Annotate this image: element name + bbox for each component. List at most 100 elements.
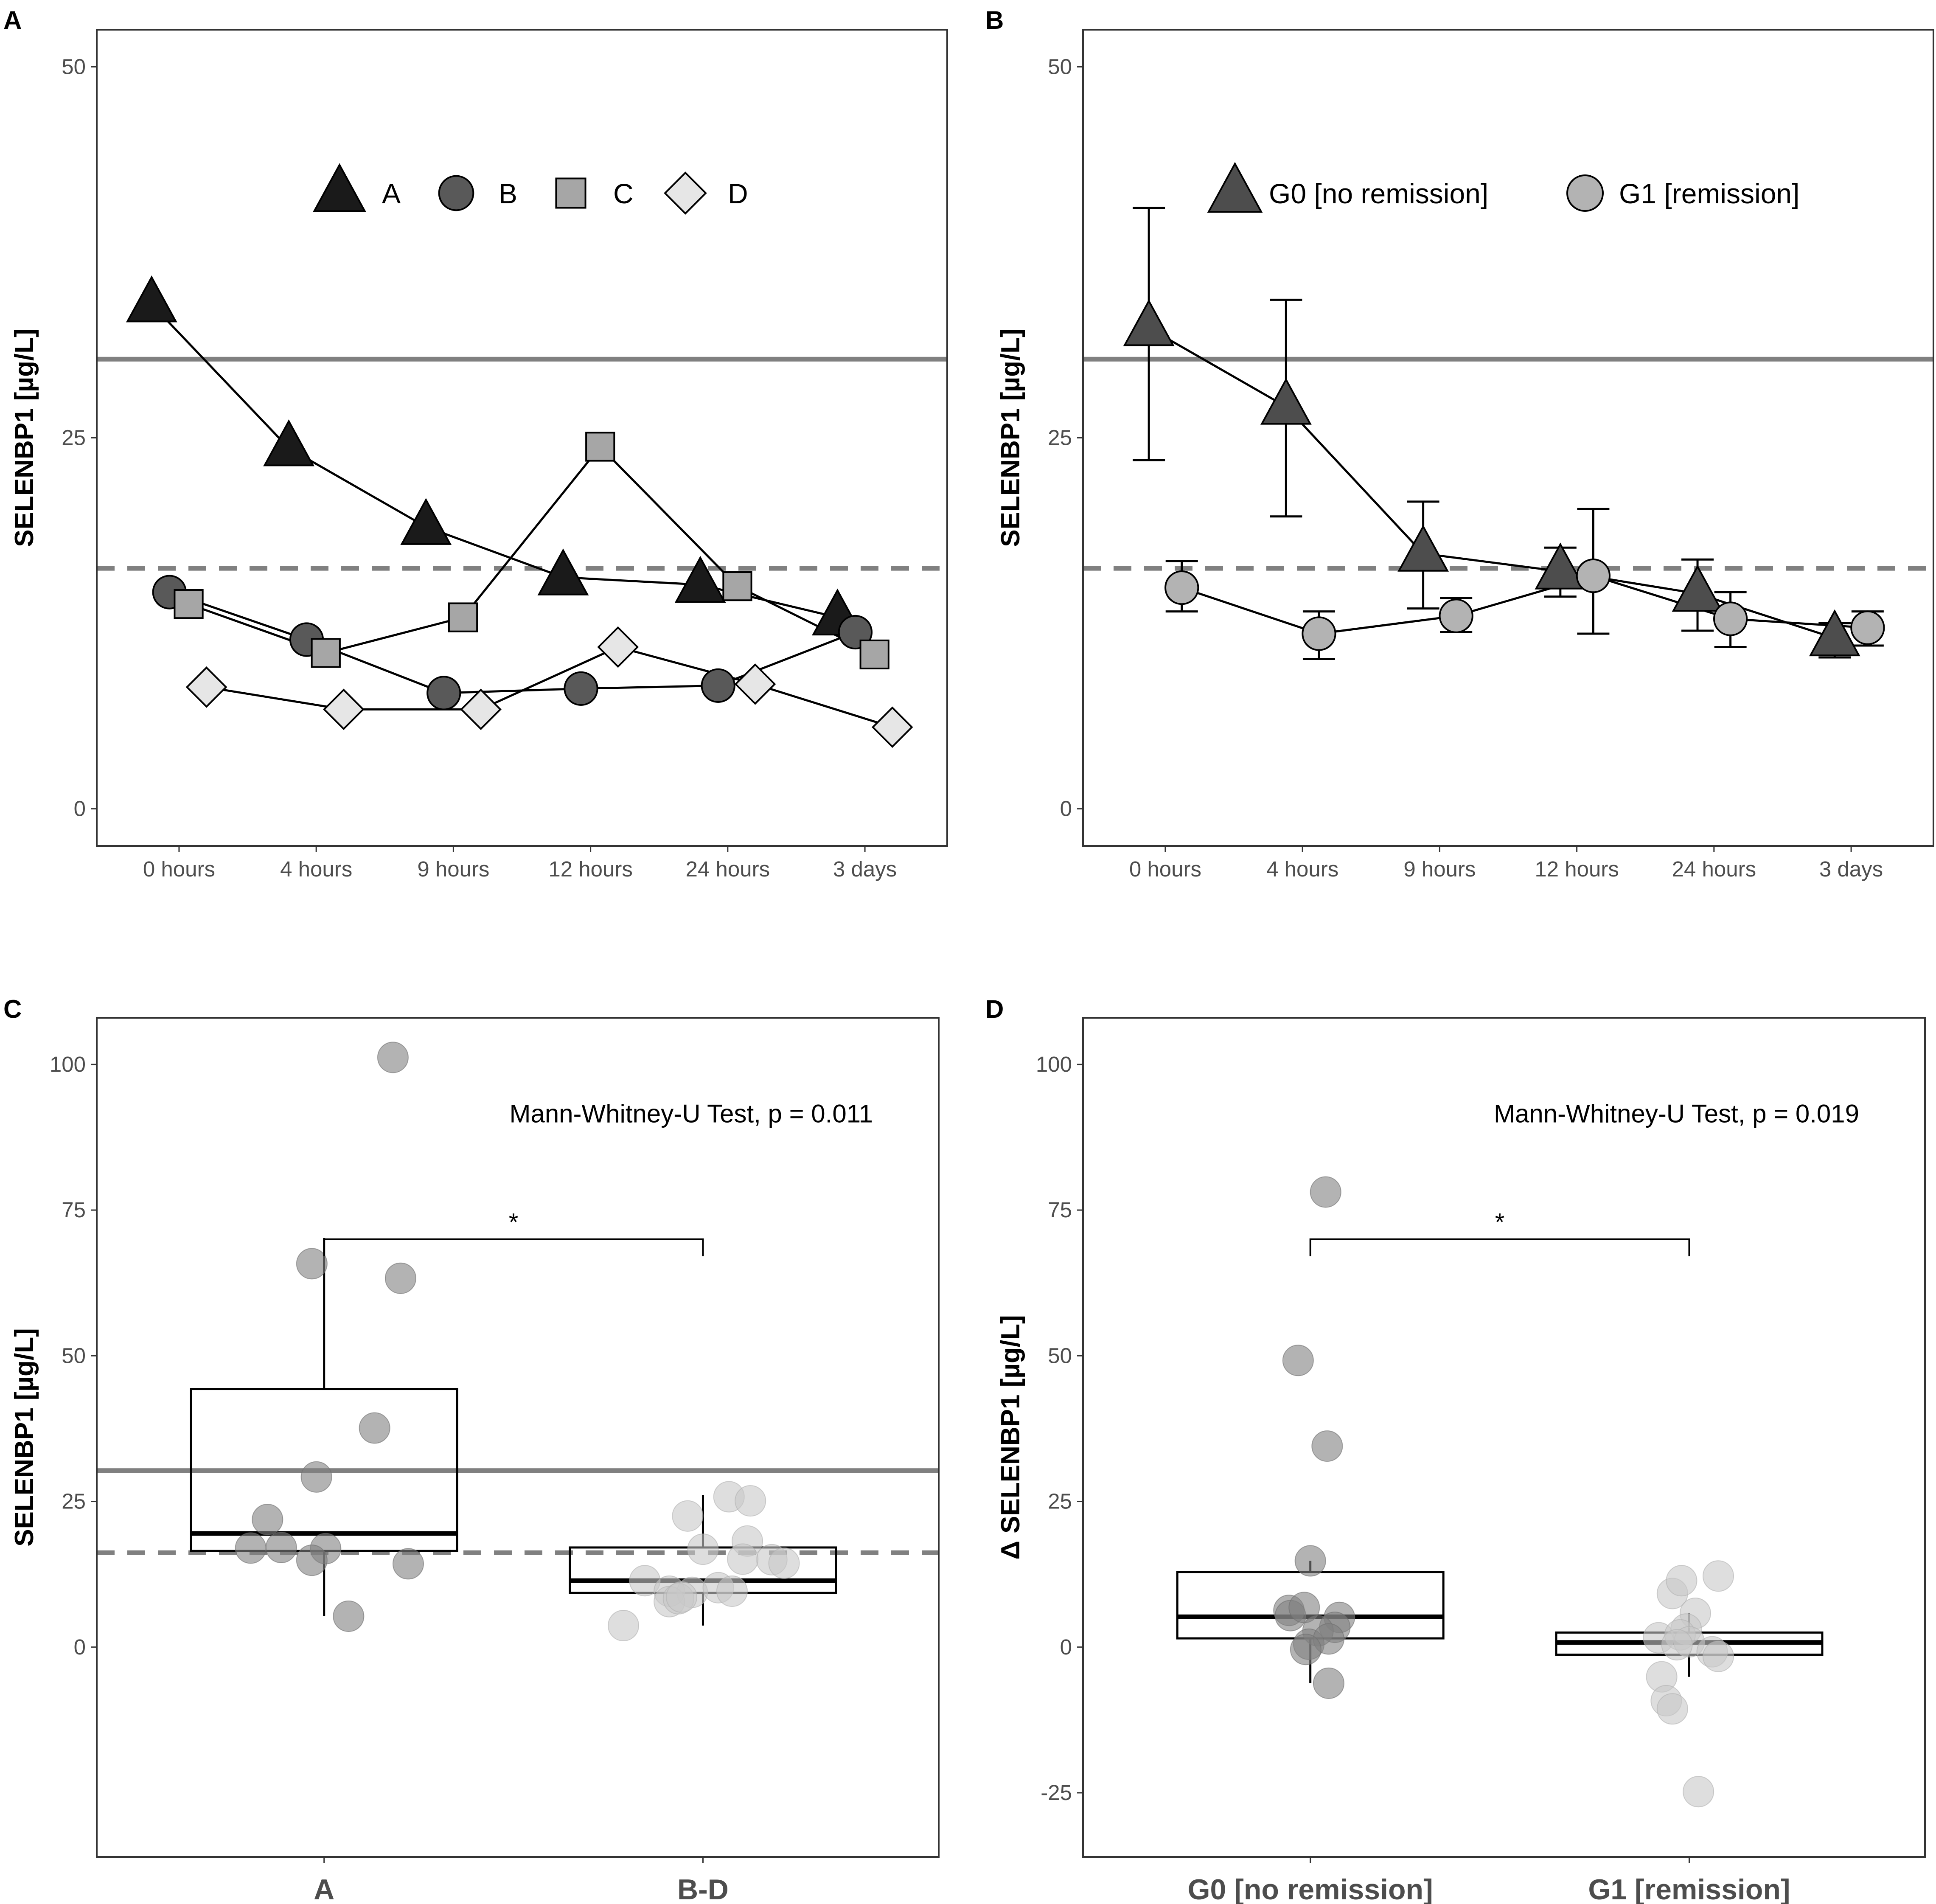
significance-star: * (1495, 1209, 1505, 1236)
panel-letter-a: A (3, 6, 22, 34)
legend-label: A (382, 178, 401, 209)
data-point-a (674, 556, 726, 603)
jitter-point (1310, 1176, 1341, 1208)
data-point-a (126, 275, 177, 323)
x-category-label: G1 [remission] (1588, 1873, 1790, 1904)
jitter-point (359, 1412, 390, 1444)
data-point-d (323, 688, 365, 730)
legend-key-d (664, 171, 707, 215)
jitter-point (1656, 1693, 1688, 1725)
data-point-g0 (1123, 299, 1175, 346)
jitter-point (1702, 1640, 1734, 1672)
series-line-g0 (1148, 327, 1835, 639)
data-point-d (460, 688, 502, 730)
y-tick-label: 25 (62, 1489, 86, 1514)
jitter-point (377, 1042, 409, 1073)
y-tick-label: 25 (1048, 1489, 1072, 1514)
data-point-g1 (1850, 610, 1885, 645)
data-point-d (871, 706, 913, 748)
y-tick-label: 50 (62, 54, 86, 79)
x-tick-label: 24 hours (1672, 857, 1756, 881)
data-point-d (597, 626, 639, 668)
panel-letter-b: B (985, 6, 1004, 34)
y-tick-label: 0 (74, 1635, 86, 1659)
x-tick-label: 9 hours (1403, 857, 1476, 881)
test-annotation: Mann-Whitney-U Test, p = 0.011 (509, 1100, 873, 1128)
data-point-g0 (1260, 378, 1312, 425)
jitter-point (1313, 1667, 1344, 1699)
jitter-point (1311, 1430, 1343, 1462)
plot-frame (1082, 29, 1934, 847)
y-tick-label: 50 (1048, 54, 1072, 79)
y-tick-label: 75 (1048, 1198, 1072, 1222)
plot-frame (96, 29, 948, 847)
jitter-point (666, 1581, 698, 1613)
y-tick-label: -25 (1041, 1780, 1072, 1805)
jitter-point (384, 1262, 416, 1294)
x-tick-label: 0 hours (143, 857, 215, 881)
y-axis-title: SELENBP1 [µg/L] (10, 1328, 39, 1547)
data-point-g1 (1713, 601, 1748, 636)
jitter-point (672, 1500, 704, 1532)
data-point-b (564, 671, 598, 706)
plot-frame (1082, 1017, 1926, 1858)
x-tick-label: 12 hours (1535, 857, 1619, 881)
significance-star: * (509, 1209, 519, 1236)
data-point-a (263, 419, 314, 466)
data-point-g1 (1439, 598, 1473, 633)
y-axis-title: SELENBP1 [µg/L] (10, 329, 39, 547)
jitter-point (735, 1485, 766, 1517)
legend-key-g1 (1566, 174, 1604, 212)
y-tick-label: 25 (62, 426, 86, 450)
y-tick-label: 75 (62, 1198, 86, 1222)
chart-panels: 0 25 50 SELENBP1 [µg/L] 0 hours 4 hours 9 hour… (10, 29, 1934, 1904)
x-tick-label: 4 hours (280, 857, 352, 881)
data-point-c (722, 571, 752, 601)
data-point-g1 (1302, 616, 1336, 651)
jitter-point (296, 1248, 328, 1280)
legend-label: B (499, 178, 517, 209)
data-point-b (701, 668, 735, 703)
legend-key-a (313, 163, 366, 212)
data-point-c (585, 432, 615, 462)
x-tick-label: 0 hours (1129, 857, 1201, 881)
data-point-b (426, 676, 461, 710)
test-annotation: Mann-Whitney-U Test, p = 0.019 (1494, 1100, 1859, 1128)
x-tick-label: 3 days (833, 857, 897, 881)
jitter-point (296, 1545, 328, 1576)
series-line-b (169, 591, 856, 694)
jitter-point (768, 1547, 800, 1579)
data-point-g0 (1809, 609, 1860, 657)
y-tick-label: 0 (1060, 797, 1072, 821)
jitter-point (727, 1543, 759, 1575)
jitter-point (1661, 1629, 1693, 1661)
jitter-point (235, 1532, 267, 1564)
y-tick-label: 0 (74, 797, 86, 821)
legend-label: G1 [remission] (1619, 178, 1799, 209)
data-point-g1 (1164, 570, 1199, 605)
series-line-d (206, 646, 893, 728)
data-point-d (185, 666, 227, 708)
jitter-point (1702, 1560, 1734, 1592)
x-tick-label: 24 hours (686, 857, 770, 881)
legend-label: G0 [no remission] (1269, 178, 1488, 209)
data-point-c (448, 602, 478, 632)
jitter-point (333, 1600, 365, 1632)
data-point-d (734, 663, 776, 705)
jitter-point (265, 1531, 297, 1563)
data-point-a (400, 498, 452, 545)
data-point-g1 (1576, 559, 1611, 593)
legend-key-b (438, 175, 474, 211)
data-point-c (174, 589, 204, 619)
data-point-c (859, 639, 889, 670)
jitter-point (1290, 1634, 1322, 1665)
legend-label: D (728, 178, 748, 209)
jitter-point (1282, 1345, 1314, 1376)
jitter-point (608, 1609, 640, 1641)
data-point-c (311, 638, 341, 668)
plot-frame (96, 1017, 940, 1858)
significance-bracket (323, 1238, 704, 1256)
x-category-label: B-D (677, 1873, 729, 1904)
